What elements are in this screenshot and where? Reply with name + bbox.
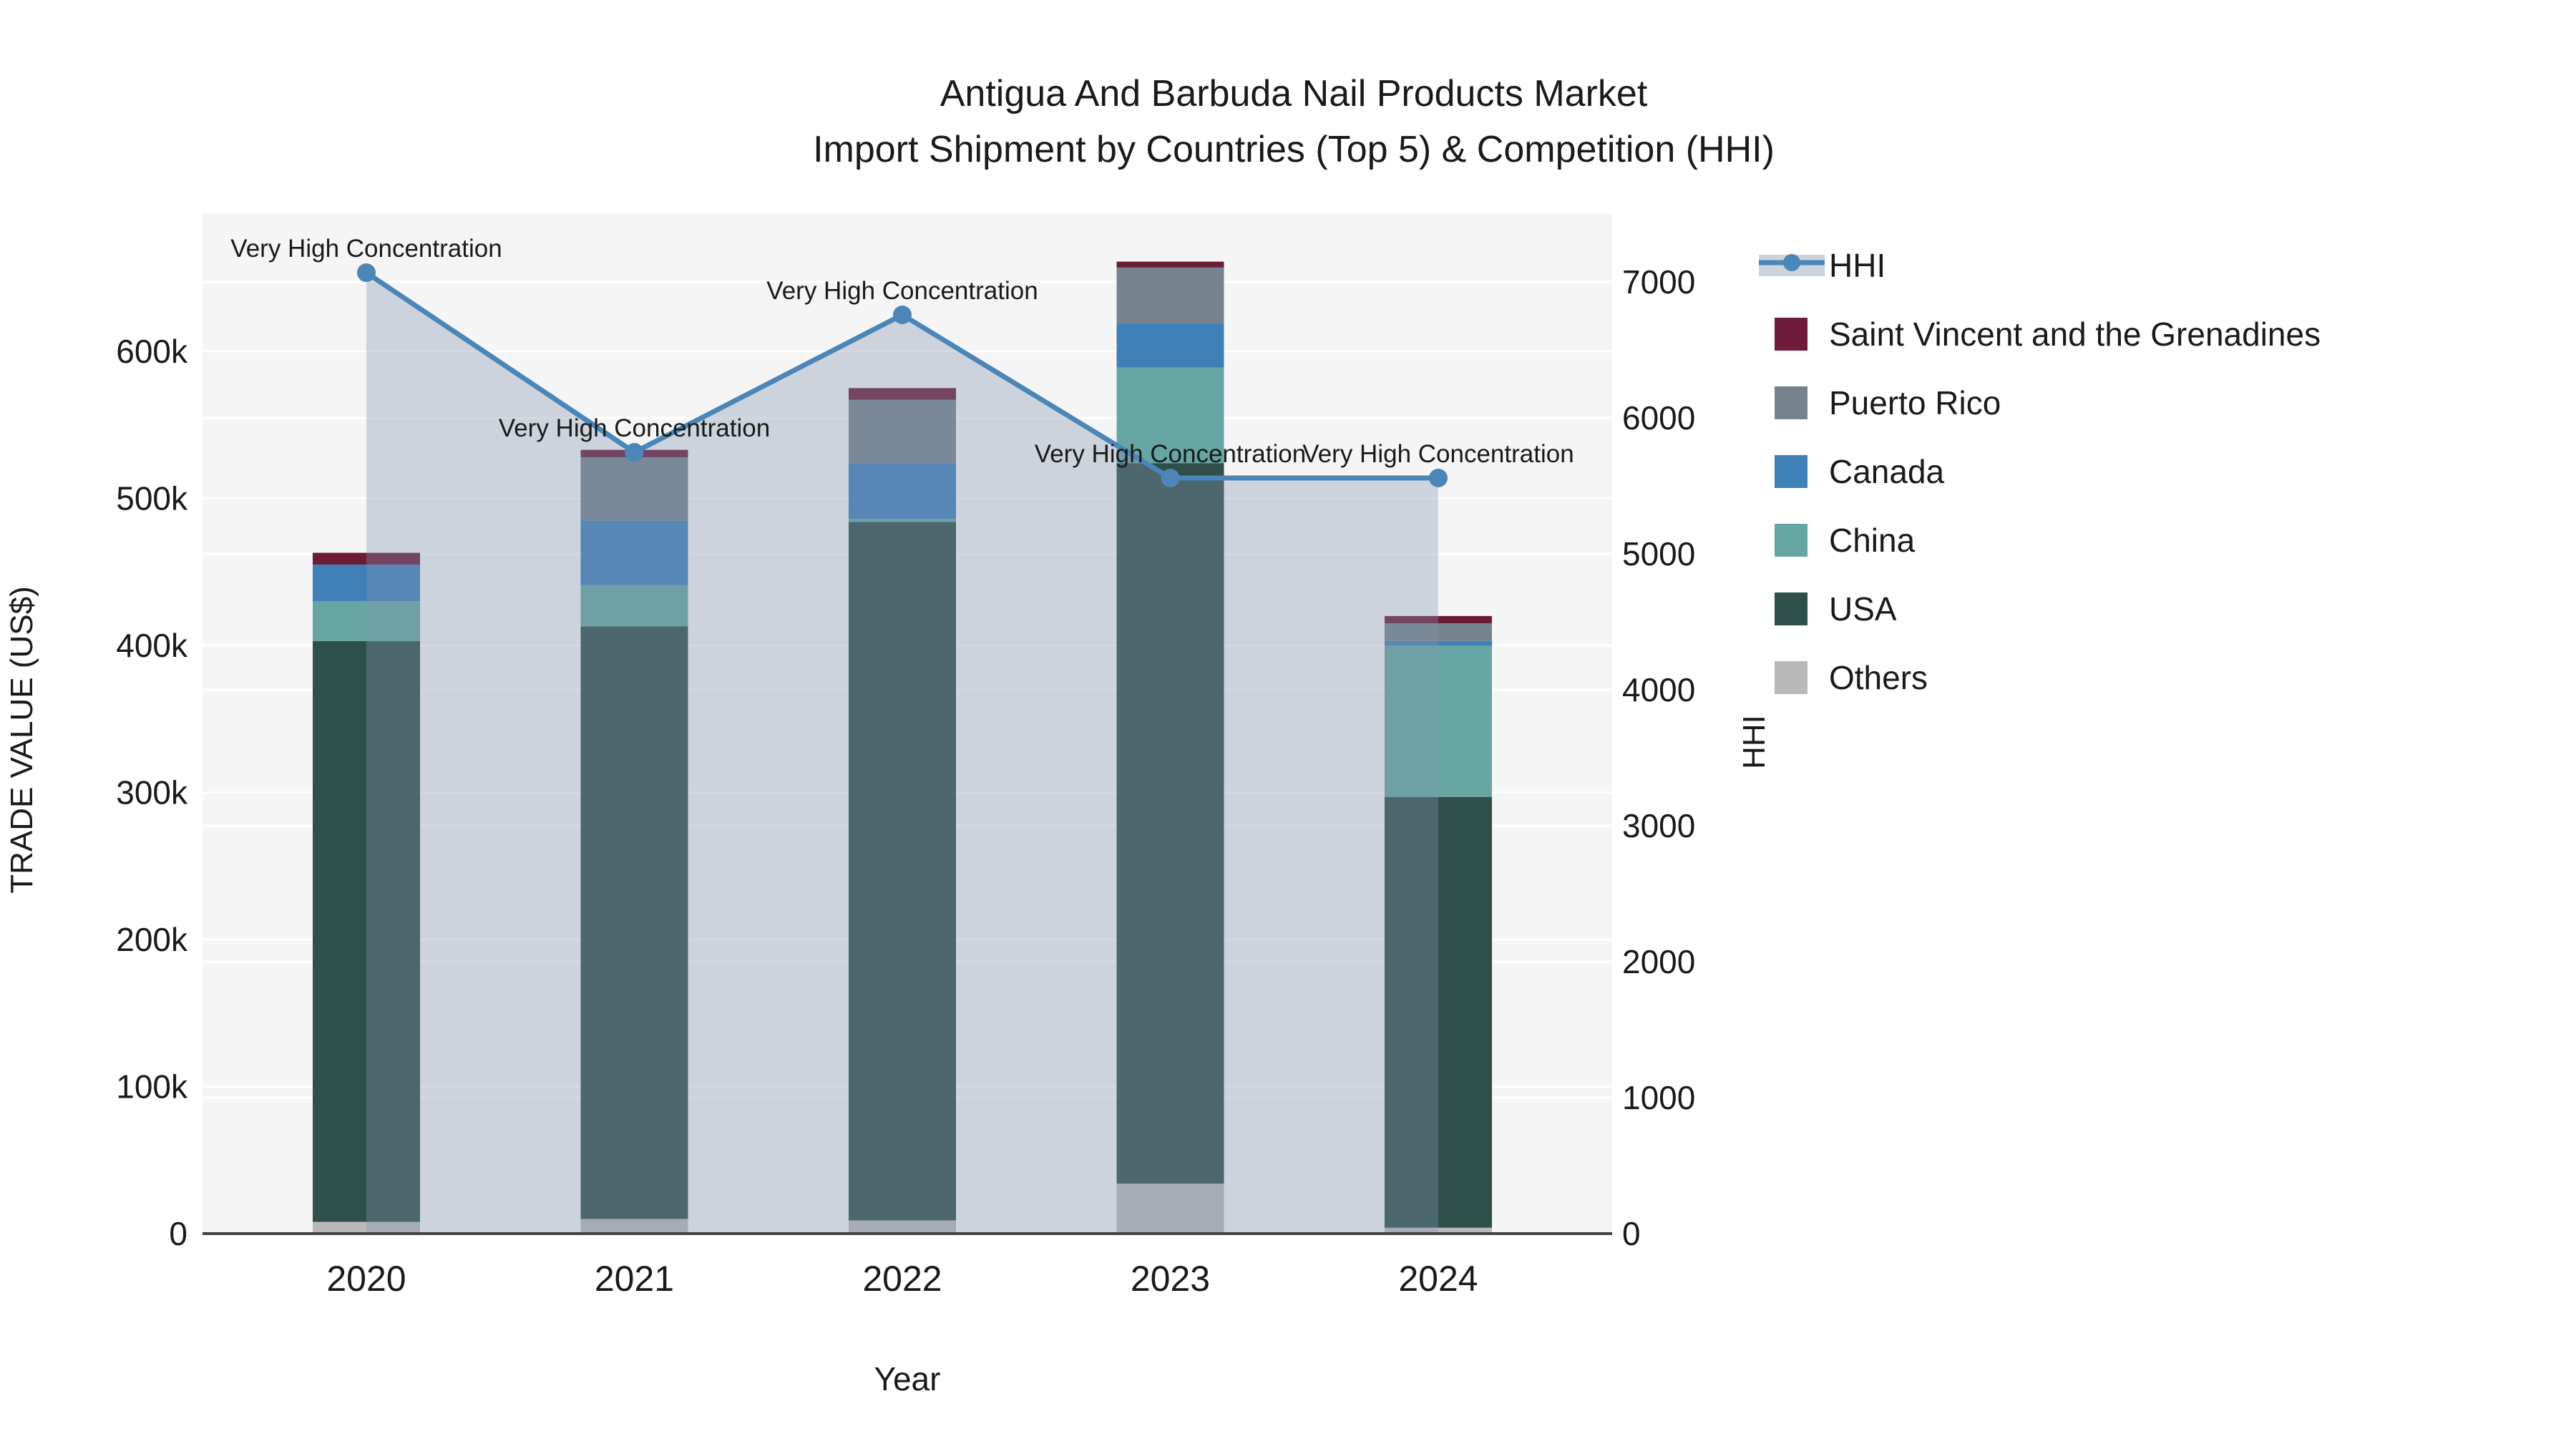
bar-segment-puerto-rico-2022 bbox=[849, 399, 956, 464]
x-tick-2021: 2021 bbox=[595, 1259, 674, 1299]
y-right-tick: 5000 bbox=[1622, 535, 1695, 572]
y-left-tick: 100k bbox=[116, 1068, 188, 1106]
bar-segment-usa-2024 bbox=[1385, 796, 1492, 1228]
legend-item-saint-vincent-and-the-grenadines[interactable]: Saint Vincent and the Grenadines bbox=[1775, 316, 2321, 353]
y-right-tick: 3000 bbox=[1622, 807, 1695, 844]
legend-swatch bbox=[1775, 386, 1807, 419]
y-right-tick: 0 bbox=[1622, 1215, 1641, 1252]
bar-segment-usa-2022 bbox=[849, 522, 956, 1221]
y-left-tick: 500k bbox=[116, 480, 188, 517]
legend-label: China bbox=[1829, 522, 1916, 559]
y-left-axis-title: TRADE VALUE (US$) bbox=[4, 586, 39, 894]
bar-segment-canada-2022 bbox=[849, 463, 956, 519]
legend-swatch bbox=[1775, 524, 1807, 557]
legend-item-others[interactable]: Others bbox=[1775, 659, 1928, 696]
y-left-tick: 400k bbox=[116, 627, 188, 664]
bar-segment-canada-2021 bbox=[580, 520, 688, 585]
hhi-legend-marker bbox=[1783, 254, 1800, 271]
legend-swatch bbox=[1775, 661, 1807, 694]
legend-item-hhi[interactable]: HHI bbox=[1759, 247, 1885, 284]
bar-segment-china-2024 bbox=[1385, 645, 1492, 797]
bar-segment-canada-2020 bbox=[313, 564, 420, 602]
legend-swatch bbox=[1775, 592, 1807, 625]
x-tick-2024: 2024 bbox=[1398, 1259, 1478, 1299]
axes: 0 100k 200k 300k 400k 500k 600k 0 1000 2000 3000 40… bbox=[116, 263, 1695, 1299]
y-right-tick: 2000 bbox=[1622, 943, 1695, 980]
legend-label: USA bbox=[1829, 590, 1897, 628]
bar-segment-china-2022 bbox=[849, 519, 956, 522]
y-right-tick: 6000 bbox=[1622, 399, 1695, 436]
bar-segment-others-2024 bbox=[1385, 1227, 1492, 1234]
y-right-tick: 7000 bbox=[1622, 263, 1695, 301]
x-tick-2023: 2023 bbox=[1131, 1259, 1210, 1299]
x-axis-title: Year bbox=[874, 1360, 941, 1397]
legend-item-canada[interactable]: Canada bbox=[1775, 453, 1945, 490]
legend-label: Puerto Rico bbox=[1829, 384, 2001, 421]
bar-segment-saint-vincent-and-the-grenadines-2022 bbox=[849, 388, 956, 400]
x-tick-2022: 2022 bbox=[862, 1259, 942, 1299]
bar-segment-usa-2020 bbox=[313, 640, 420, 1222]
bar-segment-others-2023 bbox=[1116, 1184, 1224, 1234]
legend-label: Others bbox=[1829, 659, 1928, 696]
bar-segment-puerto-rico-2023 bbox=[1116, 267, 1224, 323]
legend-swatch bbox=[1775, 455, 1807, 488]
hhi-area-fill-shape bbox=[366, 273, 1438, 1234]
bar-segment-china-2021 bbox=[580, 585, 688, 627]
legend-item-china[interactable]: China bbox=[1775, 522, 1916, 559]
annotation-2024: Very High Concentration bbox=[1302, 440, 1574, 468]
y-right-tick: 4000 bbox=[1622, 671, 1695, 708]
legend-label: Canada bbox=[1829, 453, 1945, 490]
y-right-axis-title: HHI bbox=[1737, 715, 1772, 769]
hhi-point-2023 bbox=[1161, 468, 1180, 487]
bar-segment-others-2022 bbox=[849, 1220, 956, 1234]
bar-segment-canada-2023 bbox=[1116, 323, 1224, 368]
bar-segment-saint-vincent-and-the-grenadines-2024 bbox=[1385, 615, 1492, 624]
y-right-tick: 1000 bbox=[1622, 1079, 1695, 1116]
legend-item-usa[interactable]: USA bbox=[1775, 590, 1897, 628]
chart-title-line1: Antigua And Barbuda Nail Products Market bbox=[940, 73, 1648, 114]
legend-label: Saint Vincent and the Grenadines bbox=[1829, 316, 2321, 353]
y-left-tick: 300k bbox=[116, 774, 188, 811]
hhi-point-2022 bbox=[893, 305, 912, 324]
bar-segment-others-2020 bbox=[313, 1221, 420, 1234]
bar-segment-usa-2023 bbox=[1116, 463, 1224, 1184]
legend-label: HHI bbox=[1829, 247, 1885, 284]
y-left-tick: 0 bbox=[169, 1215, 187, 1252]
chart-title-line2: Import Shipment by Countries (Top 5) & C… bbox=[813, 129, 1775, 170]
bar-segment-others-2021 bbox=[580, 1219, 688, 1234]
hhi-area-fill bbox=[366, 273, 1438, 1234]
bar-segment-puerto-rico-2021 bbox=[580, 457, 688, 521]
stacked-bars bbox=[313, 261, 1492, 1234]
annotation-2020: Very High Concentration bbox=[230, 235, 502, 263]
annotation-2023: Very High Concentration bbox=[1035, 440, 1306, 468]
annotation-2021: Very High Concentration bbox=[499, 414, 770, 442]
annotation-2022: Very High Concentration bbox=[766, 277, 1038, 305]
bar-segment-china-2023 bbox=[1116, 367, 1224, 464]
bar-segment-saint-vincent-and-the-grenadines-2020 bbox=[313, 552, 420, 565]
legend-item-puerto-rico[interactable]: Puerto Rico bbox=[1775, 384, 2001, 421]
y-left-tick: 200k bbox=[116, 921, 188, 958]
hhi-point-2021 bbox=[625, 443, 644, 462]
bar-segment-usa-2021 bbox=[580, 626, 688, 1219]
x-tick-2020: 2020 bbox=[326, 1259, 406, 1299]
legend: HHI Saint Vincent and the Grenadines Puert… bbox=[1759, 247, 2321, 696]
hhi-point-2020 bbox=[357, 263, 376, 283]
hhi-line bbox=[357, 263, 1448, 487]
hhi-point-2024 bbox=[1429, 468, 1448, 487]
bar-segment-canada-2024 bbox=[1385, 640, 1492, 645]
legend-swatch bbox=[1775, 318, 1807, 351]
bar-segment-china-2020 bbox=[313, 601, 420, 641]
y-left-tick: 600k bbox=[116, 333, 188, 370]
bar-segment-saint-vincent-and-the-grenadines-2023 bbox=[1116, 261, 1224, 268]
bar-segment-puerto-rico-2024 bbox=[1385, 623, 1492, 641]
